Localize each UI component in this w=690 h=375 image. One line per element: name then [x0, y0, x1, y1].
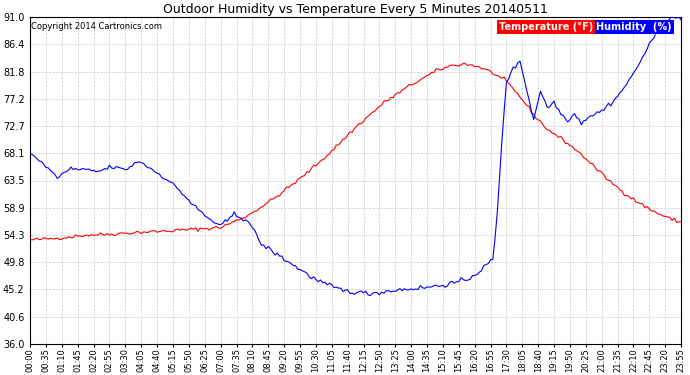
- Text: Copyright 2014 Cartronics.com: Copyright 2014 Cartronics.com: [31, 22, 162, 31]
- Title: Outdoor Humidity vs Temperature Every 5 Minutes 20140511: Outdoor Humidity vs Temperature Every 5 …: [163, 3, 548, 16]
- Text: Temperature (°F): Temperature (°F): [499, 22, 593, 32]
- Text: Humidity  (%): Humidity (%): [596, 22, 672, 32]
